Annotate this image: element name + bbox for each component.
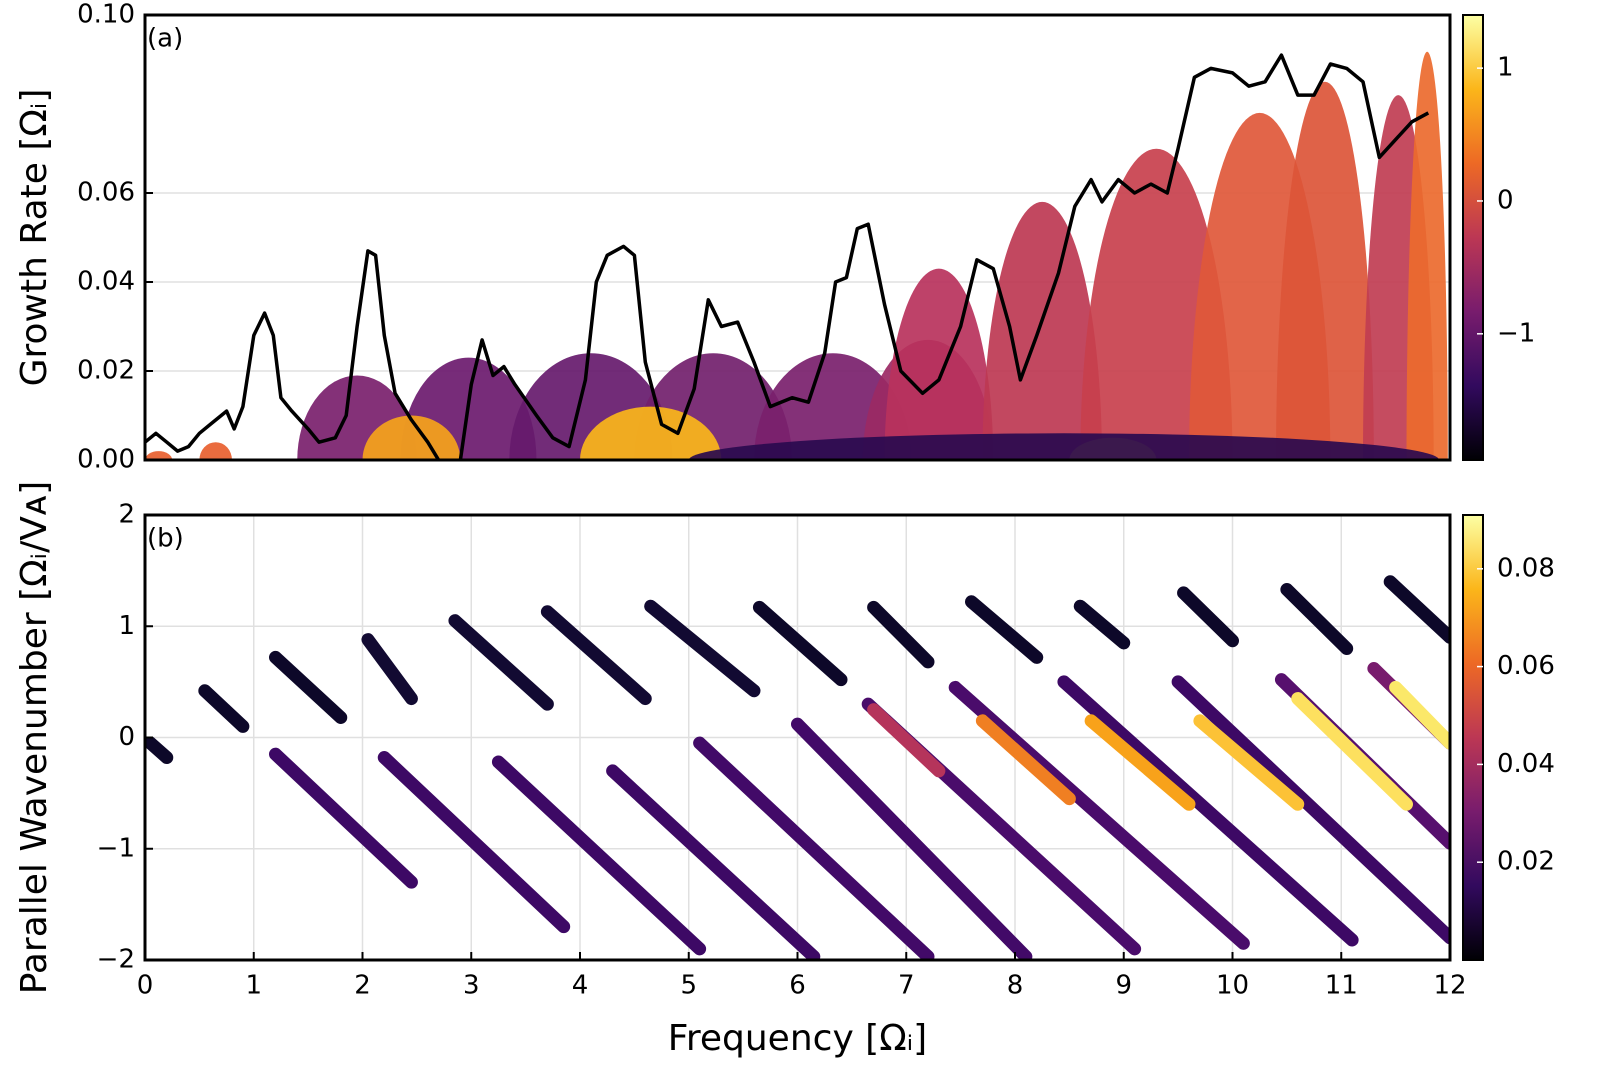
colorbar-tick-label: 0.08 <box>1497 553 1555 583</box>
panel-label: (b) <box>147 524 184 554</box>
streak <box>606 764 821 960</box>
plot-area <box>145 15 1450 460</box>
x-tick-label: 5 <box>680 971 697 1001</box>
y-tick-label: 0 <box>118 722 135 752</box>
streak <box>1057 675 1359 947</box>
streak <box>361 633 418 706</box>
x-tick-label: 2 <box>354 971 371 1001</box>
growth-region <box>688 433 1440 460</box>
colorbar-tick-label: 0.06 <box>1497 651 1555 681</box>
y-tick-label: −2 <box>97 945 135 975</box>
streak <box>752 600 848 687</box>
streak <box>540 605 652 706</box>
growth-region <box>145 451 173 460</box>
plot-frame <box>143 13 1452 462</box>
x-tick-label: 3 <box>463 971 480 1001</box>
growth-line <box>145 53 1430 460</box>
y-tick-label: 0.02 <box>77 356 135 386</box>
plots: 0.00 0.02 0.04 0.06 0.10 (a) Growth Rate [Ωᵢ] −… <box>14 0 1555 1059</box>
streak <box>1177 586 1239 648</box>
streak <box>1280 583 1354 655</box>
x-tick-label: 12 <box>1433 971 1466 1001</box>
streak <box>1291 692 1413 811</box>
x-tick-label: 8 <box>1007 971 1024 1001</box>
streak <box>1193 714 1305 811</box>
x-tick-label: 4 <box>572 971 589 1001</box>
streak <box>1084 714 1196 811</box>
growth-region <box>1406 51 1448 460</box>
y-tick-label: 0.00 <box>77 445 135 475</box>
y-tick-label: 0.04 <box>77 267 135 297</box>
streak <box>644 599 761 698</box>
streak <box>1073 599 1131 650</box>
streak <box>269 747 418 889</box>
x-tick-label: 11 <box>1325 971 1358 1001</box>
colorbar-tick-label: 0.04 <box>1497 749 1555 779</box>
streak <box>1389 680 1450 750</box>
growth-region <box>982 201 1102 460</box>
streak <box>975 714 1076 806</box>
streak <box>693 736 935 960</box>
streak <box>1171 675 1450 945</box>
x-tick-label: 1 <box>245 971 262 1001</box>
streak <box>145 736 174 765</box>
y-axis-label: Parallel Wavenumber [Ωᵢ/Vᴀ] <box>14 481 55 994</box>
streak <box>948 680 1250 950</box>
colorbar-tick-label: 0 <box>1497 185 1514 215</box>
streak <box>377 751 571 934</box>
streak <box>269 650 348 724</box>
streak <box>198 684 250 733</box>
growth-region <box>580 406 722 460</box>
growth-region <box>362 415 461 460</box>
x-tick-label: 6 <box>789 971 806 1001</box>
streak <box>965 595 1044 664</box>
x-tick-label: 7 <box>898 971 915 1001</box>
x-tick-label: 0 <box>137 971 154 1001</box>
growth-region <box>884 268 994 460</box>
y-tick-label: 0.10 <box>77 0 135 30</box>
colorbar-tick-label: 1 <box>1497 53 1514 83</box>
x-axis-label: Frequency [Ωᵢ] <box>668 1018 927 1059</box>
colorbar-tick-label: −1 <box>1497 318 1535 348</box>
streak <box>867 703 946 778</box>
streak <box>867 600 935 669</box>
x-tick-label: 9 <box>1115 971 1132 1001</box>
x-tick-label: 10 <box>1216 971 1249 1001</box>
colorbar <box>1462 514 1484 961</box>
y-axis-label: Growth Rate [Ωᵢ] <box>14 89 55 387</box>
streak <box>491 755 707 956</box>
streak <box>448 614 554 711</box>
growth-region <box>199 442 232 460</box>
y-tick-label: 2 <box>118 500 135 530</box>
y-tick-label: −1 <box>97 833 135 863</box>
streak <box>791 717 1033 960</box>
y-tick-label: 0.06 <box>77 178 135 208</box>
growth-region <box>1276 81 1374 460</box>
colorbar-tick-label: 0.02 <box>1497 847 1555 877</box>
streak <box>1383 575 1450 644</box>
panel-label: (a) <box>147 24 183 54</box>
y-tick-label: 1 <box>118 611 135 641</box>
colorbar <box>1462 14 1484 461</box>
plot-area <box>145 515 1450 960</box>
